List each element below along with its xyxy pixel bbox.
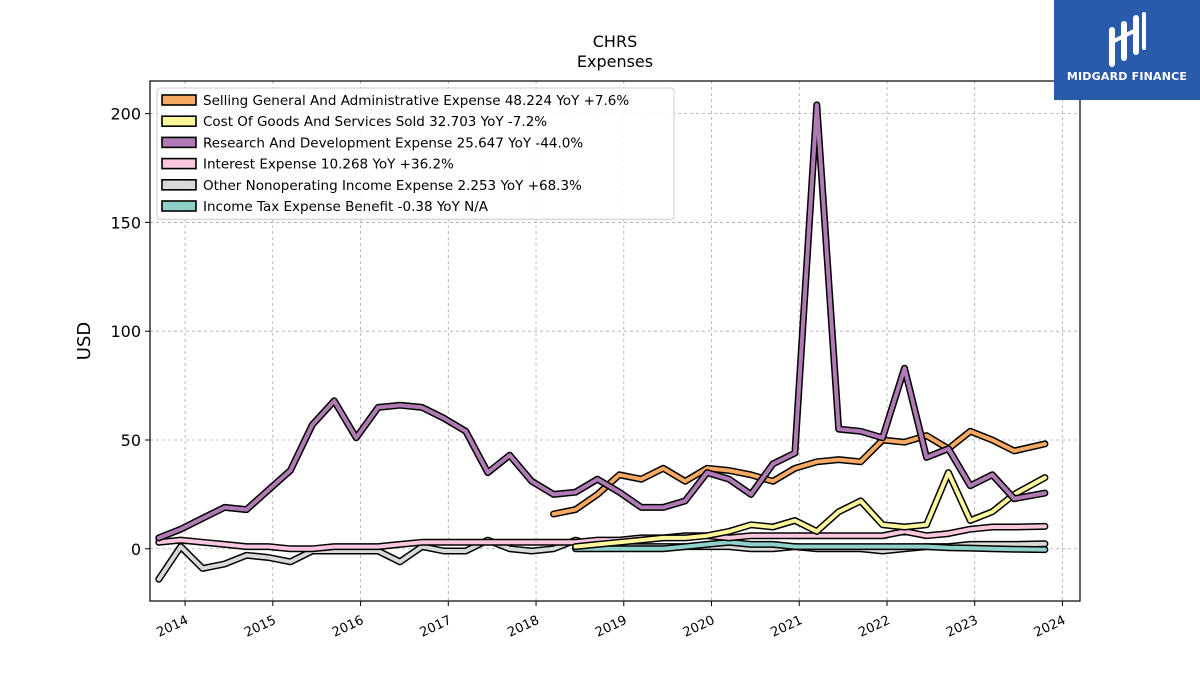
y-tick-label: 100 bbox=[110, 322, 141, 341]
legend-swatch bbox=[161, 179, 197, 191]
series-line bbox=[572, 469, 1049, 551]
series-stroke bbox=[551, 429, 1047, 516]
legend-swatch bbox=[161, 136, 197, 149]
legend-swatch bbox=[161, 200, 197, 212]
x-tick-label: 2019 bbox=[593, 613, 629, 641]
legend-swatch bbox=[161, 115, 197, 127]
x-tick-label: 2024 bbox=[1032, 613, 1068, 641]
x-tick-label: 2016 bbox=[330, 613, 366, 641]
x-tick-label: 2015 bbox=[242, 613, 278, 641]
y-tick-label: 200 bbox=[110, 105, 141, 124]
x-tick-label: 2018 bbox=[505, 613, 541, 641]
x-tick-label: 2021 bbox=[769, 613, 805, 641]
x-axis: 2014 2015 2016 2017 2018 2019 2020 2021 2022 2023… bbox=[154, 601, 1068, 641]
series-line bbox=[155, 101, 1049, 542]
legend-label: Selling General And Administrative Expen… bbox=[203, 93, 629, 109]
chart-subtitle: Expenses bbox=[577, 52, 653, 71]
x-tick-label: 2022 bbox=[856, 613, 892, 641]
legend-swatch bbox=[161, 94, 197, 106]
legend-label: Interest Expense 10.268 YoY +36.2% bbox=[203, 157, 454, 173]
x-tick-label: 2017 bbox=[418, 613, 454, 641]
y-axis: 0 50 100 150 200 bbox=[110, 105, 150, 559]
series-stroke bbox=[156, 524, 1047, 551]
series-line bbox=[572, 538, 1049, 554]
midgard-logo-icon bbox=[1109, 12, 1146, 67]
legend-swatch bbox=[161, 157, 197, 170]
series-line bbox=[155, 522, 1049, 553]
legend: Selling General And Administrative Expen… bbox=[156, 87, 675, 220]
series-line bbox=[550, 427, 1049, 518]
brand-logo: MIDGARD FINANCE bbox=[1054, 0, 1200, 100]
plot-frame bbox=[149, 80, 1081, 602]
brand-name: MIDGARD FINANCE bbox=[1066, 70, 1188, 83]
y-axis-label: USD bbox=[74, 322, 95, 360]
x-tick-label: 2014 bbox=[154, 613, 190, 641]
series-layer bbox=[155, 101, 1049, 583]
legend-label: Cost Of Goods And Services Sold 32.703 Y… bbox=[203, 114, 547, 130]
series-stroke bbox=[573, 540, 1047, 552]
y-tick-label: 50 bbox=[121, 431, 141, 450]
series-stroke bbox=[156, 102, 1047, 540]
chart-title: CHRS bbox=[593, 32, 637, 51]
legend-label: Other Nonoperating Income Expense 2.253 … bbox=[203, 178, 582, 194]
x-tick-label: 2023 bbox=[944, 613, 980, 641]
legend-label: Income Tax Expense Benefit -0.38 YoY N/A bbox=[203, 199, 489, 215]
y-tick-label: 0 bbox=[131, 540, 141, 559]
y-tick-label: 150 bbox=[110, 213, 141, 232]
x-tick-label: 2020 bbox=[681, 613, 717, 641]
series-stroke bbox=[573, 470, 1047, 549]
legend-label: Research And Development Expense 25.647 … bbox=[203, 135, 583, 151]
legend-box bbox=[156, 87, 675, 220]
